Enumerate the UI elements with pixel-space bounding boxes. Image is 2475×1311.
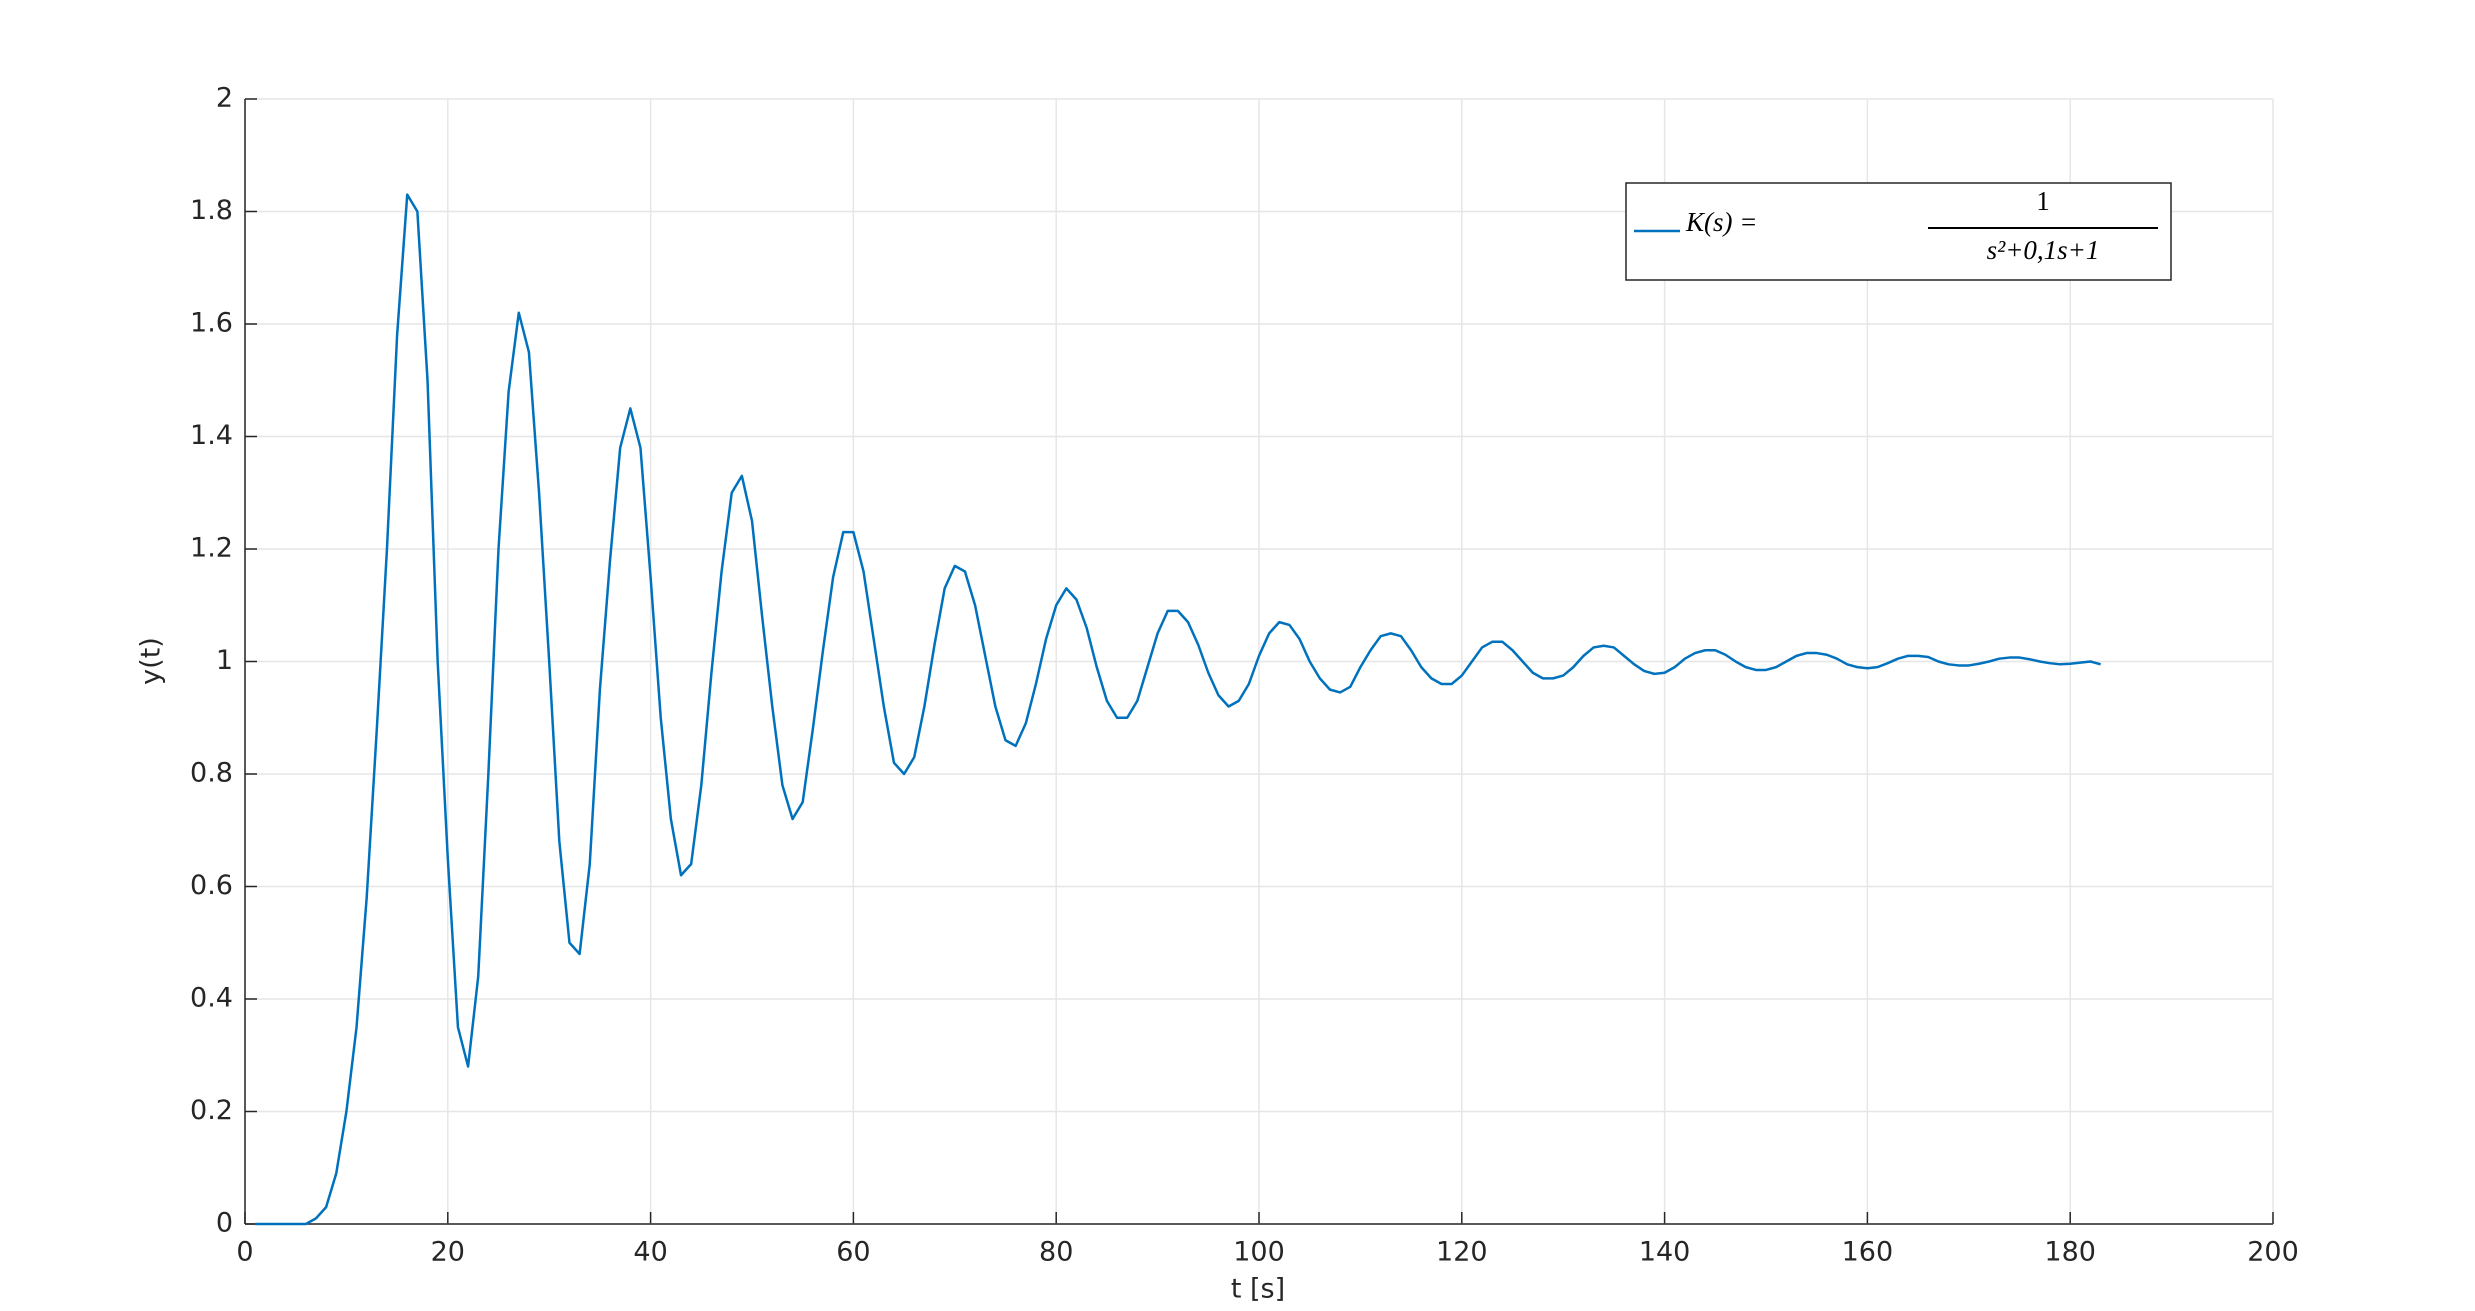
- x-tick-label: 40: [633, 1237, 667, 1268]
- y-tick-label: 1: [216, 645, 233, 676]
- y-tick-label: 2: [216, 83, 233, 114]
- y-tick-label: 0.2: [190, 1095, 233, 1126]
- x-tick-label: 120: [1436, 1237, 1488, 1268]
- y-tick-label: 0.8: [190, 758, 233, 789]
- x-tick-label: 20: [431, 1237, 465, 1268]
- y-tick-label: 1.2: [190, 533, 233, 564]
- x-tick-label: 0: [236, 1237, 253, 1268]
- x-tick-label: 200: [2247, 1237, 2299, 1268]
- x-tick-label: 160: [1842, 1237, 1894, 1268]
- x-tick-label: 140: [1639, 1237, 1691, 1268]
- x-tick-label: 60: [836, 1237, 870, 1268]
- legend-label: K(s) =: [1685, 207, 1757, 237]
- x-tick-label: 80: [1039, 1237, 1073, 1268]
- plot-area: 0 20 40 60 80 100 120 140 160 180 200 0 0.2 0.4 0.6 0.8…: [190, 83, 2299, 1268]
- legend-box: [1625, 182, 2172, 281]
- y-tick-label: 1.4: [190, 420, 233, 451]
- y-axis-label: y(t): [136, 637, 167, 685]
- legend: K(s) = 1 s²+0,1s+1: [1625, 182, 2172, 281]
- x-axis-label: t [s]: [1231, 1274, 1285, 1305]
- y-tick-label: 1.8: [190, 195, 233, 226]
- y-tick-label: 0.4: [190, 983, 233, 1014]
- y-tick-label: 0.6: [190, 870, 233, 901]
- data-line: [255, 193, 2101, 1226]
- x-tick-label: 180: [2044, 1237, 2096, 1268]
- y-tick-label: 1.6: [190, 308, 233, 339]
- legend-numerator: 1: [2036, 186, 2050, 216]
- legend-denominator: s²+0,1s+1: [1987, 235, 2100, 265]
- y-tick-label: 0: [216, 1208, 233, 1239]
- x-tick-label: 100: [1233, 1237, 1285, 1268]
